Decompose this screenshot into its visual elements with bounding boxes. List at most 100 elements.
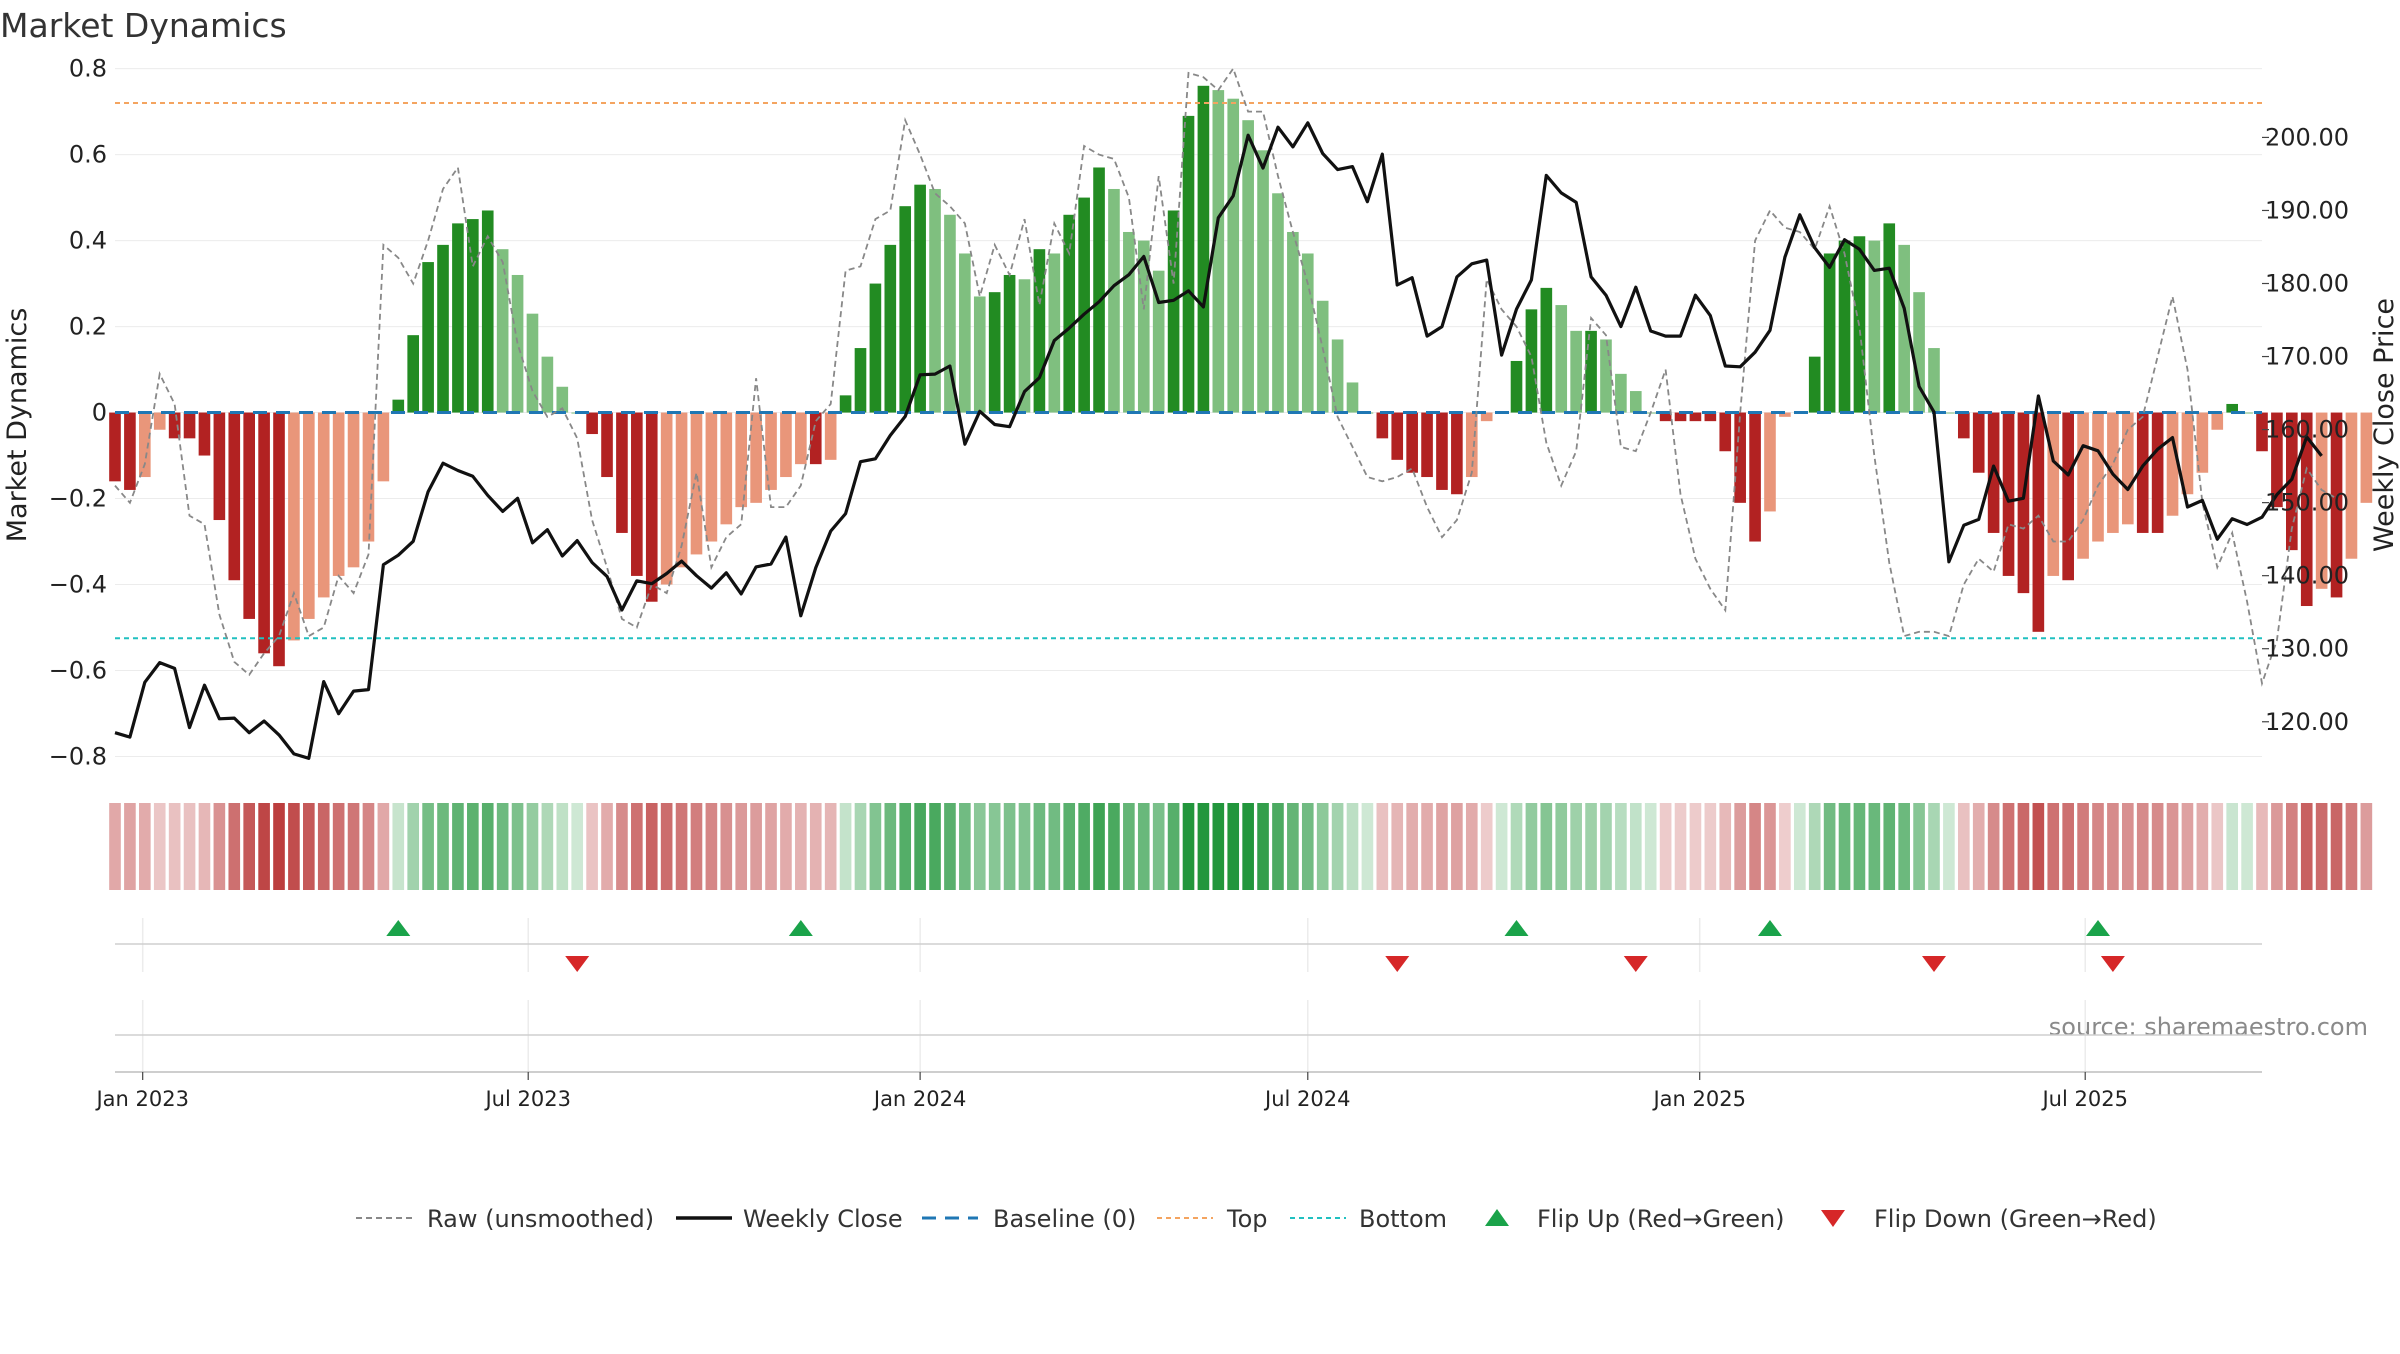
heat-strip-cell: [1928, 803, 1940, 890]
heat-strip-cell: [1808, 803, 1821, 890]
heat-strip-cell: [1853, 803, 1866, 890]
dynamics-bar: [944, 214, 956, 413]
dynamics-bar: [541, 356, 554, 413]
heat-strip-cell: [392, 803, 405, 890]
legend-swatch-flip-up: [1485, 1209, 1509, 1226]
heat-strip-cell: [1137, 803, 1150, 890]
dynamics-bar: [2345, 412, 2358, 559]
dynamics-bar: [1928, 348, 1940, 413]
heat-strip-cell: [1987, 803, 2000, 890]
heat-strip-cell: [988, 803, 1001, 890]
heat-strip-cell: [1689, 803, 1702, 890]
dynamics-bar: [1704, 412, 1717, 422]
legend-label: Bottom: [1359, 1205, 1447, 1233]
dynamics-bar: [1242, 120, 1254, 413]
heat-strip-cell: [1212, 803, 1225, 890]
heat-strip-cell: [347, 803, 360, 890]
dynamics-bar: [1659, 412, 1672, 422]
dynamics-bar: [1957, 412, 1970, 439]
dynamics-bar: [1346, 382, 1359, 413]
dynamics-bar: [1823, 253, 1836, 413]
series-lines: [114, 66, 2337, 760]
x-tick-label: Jan 2024: [872, 1087, 967, 1111]
dynamics-bar: [795, 412, 807, 465]
y-tick-label-right: 180.00: [2265, 270, 2349, 298]
heat-strip-cell: [705, 803, 718, 890]
heat-strip-cell: [183, 803, 196, 890]
heat-strip-cell: [1659, 803, 1672, 890]
heat-strip-cell: [2345, 803, 2358, 890]
flip-down-marker: [2100, 956, 2125, 972]
dynamics-bar: [153, 412, 166, 430]
heat-strip-cell: [1674, 803, 1687, 890]
y-tick-label-right: 190.00: [2265, 196, 2349, 224]
dynamics-bar: [1018, 279, 1031, 413]
x-tick-label: Jul 2024: [1263, 1087, 1350, 1111]
dynamics-bar: [1078, 197, 1090, 413]
heat-strip-cell: [2241, 803, 2253, 890]
dynamics-bar: [1570, 330, 1582, 413]
heat-strip-cell: [809, 803, 822, 890]
dynamics-bar: [2300, 412, 2313, 607]
heat-strip-cell: [168, 803, 181, 890]
heat-strip-cell: [1361, 803, 1374, 890]
dynamics-bar: [2121, 412, 2134, 525]
legend-label: Flip Down (Green→Red): [1874, 1205, 2157, 1233]
y-tick-label-right: 160.00: [2265, 416, 2349, 444]
heat-strip-cell: [1391, 803, 1404, 890]
heat-strip-cell: [571, 803, 584, 890]
heat-strip-cell: [1123, 803, 1135, 890]
legend-swatch-flip-down: [1821, 1210, 1845, 1227]
heat-strip-cell: [2136, 803, 2149, 890]
dynamics-bar: [2077, 412, 2089, 559]
dynamics-bar: [452, 223, 464, 413]
dynamics-bar: [1197, 85, 1210, 413]
heat-strip-cell: [1346, 803, 1359, 890]
dynamics-bar: [1943, 412, 1955, 414]
flip-down-marker: [1385, 956, 1410, 972]
heat-strip-cell: [2017, 803, 2030, 890]
dynamics-bar: [1615, 373, 1627, 413]
flip-down-marker: [565, 956, 590, 972]
dynamics-bar: [2136, 412, 2149, 533]
heat-strip-cell: [288, 803, 300, 890]
heat-strip-cell: [2315, 803, 2328, 890]
heat-strip-cell: [1764, 803, 1776, 890]
dynamics-bar: [586, 412, 598, 435]
dynamics-bar: [2315, 412, 2328, 589]
heat-strip-cell: [1525, 803, 1538, 890]
dynamics-bar: [422, 262, 434, 413]
dynamics-bar: [213, 412, 226, 521]
dynamics-bar: [496, 249, 509, 413]
flip-up-marker: [1504, 920, 1529, 936]
heat-strip-cell: [1779, 803, 1791, 890]
heat-strip-cell: [1108, 803, 1120, 890]
heat-strip-cell: [750, 803, 762, 890]
dynamics-bar: [377, 412, 390, 482]
dynamics-bar: [1629, 391, 1642, 413]
y-tick-label-left: −0.8: [49, 743, 107, 771]
heat-strip-cell: [526, 803, 539, 890]
heat-strip-cell: [1331, 803, 1344, 890]
heat-strip-cell: [2271, 803, 2283, 890]
dynamics-bar: [1779, 412, 1791, 417]
heat-strip-cell: [1227, 803, 1240, 890]
heat-strip-cell: [1152, 803, 1165, 890]
heat-strip-cell: [601, 803, 613, 890]
dynamics-bar: [2330, 412, 2343, 598]
heat-strip-cell: [2166, 803, 2179, 890]
flip-down-marker: [1623, 956, 1648, 972]
heat-strip-cell: [973, 803, 986, 890]
legend-label: Baseline (0): [993, 1205, 1136, 1233]
heat-strip-cell: [1003, 803, 1016, 890]
dynamics-bar: [988, 292, 1001, 413]
dynamics-bar: [1764, 412, 1776, 512]
dynamics-bar: [645, 412, 658, 602]
heat-strip-cell: [1644, 803, 1657, 890]
dynamics-bar: [914, 184, 926, 413]
y-tick-label-left: 0.4: [69, 227, 107, 255]
axis-ticks: 0.8 0.6 0.4 0.2 0 −0.2 −0.4 −0.6 −0.8 200.00 190.0…: [49, 55, 2349, 1111]
legend-label: Raw (unsmoothed): [427, 1205, 654, 1233]
heat-strip-cell: [944, 803, 956, 890]
